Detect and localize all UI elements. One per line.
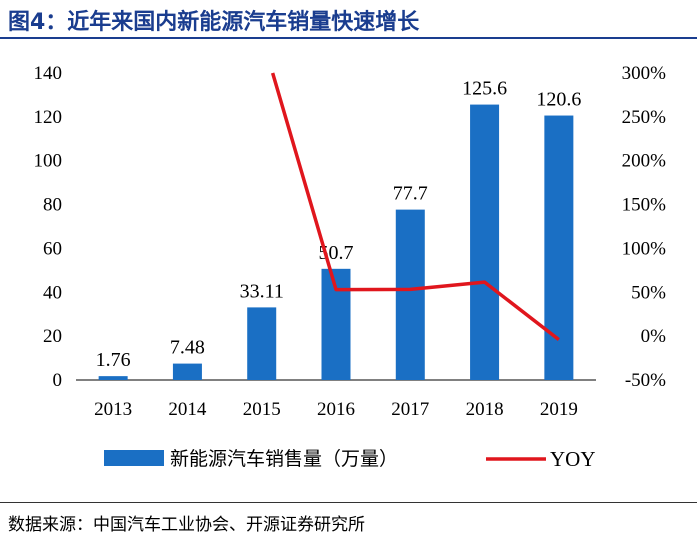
right-tick-label: 0% [641, 326, 667, 347]
x-tick-label: 2016 [317, 399, 355, 420]
right-tick-label: 100% [622, 238, 667, 259]
right-tick-label: 150% [622, 195, 667, 216]
x-tick-label: 2019 [540, 399, 578, 420]
legend-bar-swatch [104, 450, 164, 466]
left-tick-label: 100 [34, 151, 63, 172]
legend-bar-label: 新能源汽车销售量（万量） [170, 448, 398, 470]
yoy-line [270, 72, 560, 342]
right-tick-label: 250% [622, 107, 667, 128]
right-tick-label: 300% [622, 63, 667, 84]
x-tick-label: 2013 [94, 399, 132, 420]
left-tick-label: 140 [34, 63, 63, 84]
bar [172, 363, 202, 380]
x-tick-label: 2015 [243, 399, 281, 420]
right-tick-label: 200% [622, 151, 667, 172]
source-note: 数据来源：中国汽车工业协会、开源证券研究所 [8, 515, 365, 535]
x-tick-label: 2017 [391, 399, 429, 420]
left-tick-label: 60 [43, 238, 62, 259]
left-tick-label: 80 [43, 195, 62, 216]
x-axis: 2013 2014 2015 2016 2017 2018 2019 [94, 399, 578, 420]
left-tick-label: 120 [34, 107, 63, 128]
title-rule [0, 37, 697, 39]
bar-series [98, 104, 574, 380]
x-tick-label: 2014 [168, 399, 207, 420]
right-axis: -50% 0% 50% 100% 150% 200% 250% 300% [622, 63, 667, 391]
bar-data-label: 1.76 [96, 349, 131, 371]
bar-data-label: 125.6 [462, 78, 507, 100]
chart: 0 20 40 60 80 100 120 140 -50% 0% 50% 100% 150% 200%… [34, 63, 667, 471]
left-tick-label: 40 [43, 282, 62, 303]
left-tick-label: 20 [43, 326, 62, 347]
bar [544, 115, 574, 380]
figure-title: 图4：近年来国内新能源汽车销量快速增长 [8, 10, 420, 35]
x-tick-label: 2018 [466, 399, 504, 420]
right-tick-label: -50% [625, 370, 666, 391]
legend-line-label: YOY [550, 447, 596, 471]
source-rule [0, 502, 697, 503]
bar-data-label: 7.48 [170, 337, 205, 359]
left-axis: 0 20 40 60 80 100 120 140 [34, 63, 63, 391]
left-tick-label: 0 [53, 370, 63, 391]
bar [247, 307, 277, 380]
right-tick-label: 50% [631, 282, 666, 303]
bar-data-label: 120.6 [536, 89, 581, 111]
legend: 新能源汽车销售量（万量） YOY [104, 447, 596, 471]
bar [98, 376, 128, 380]
bar-data-label: 33.11 [240, 280, 284, 302]
bar [470, 104, 500, 380]
bar [395, 209, 425, 380]
bar-data-label: 77.7 [393, 183, 428, 205]
